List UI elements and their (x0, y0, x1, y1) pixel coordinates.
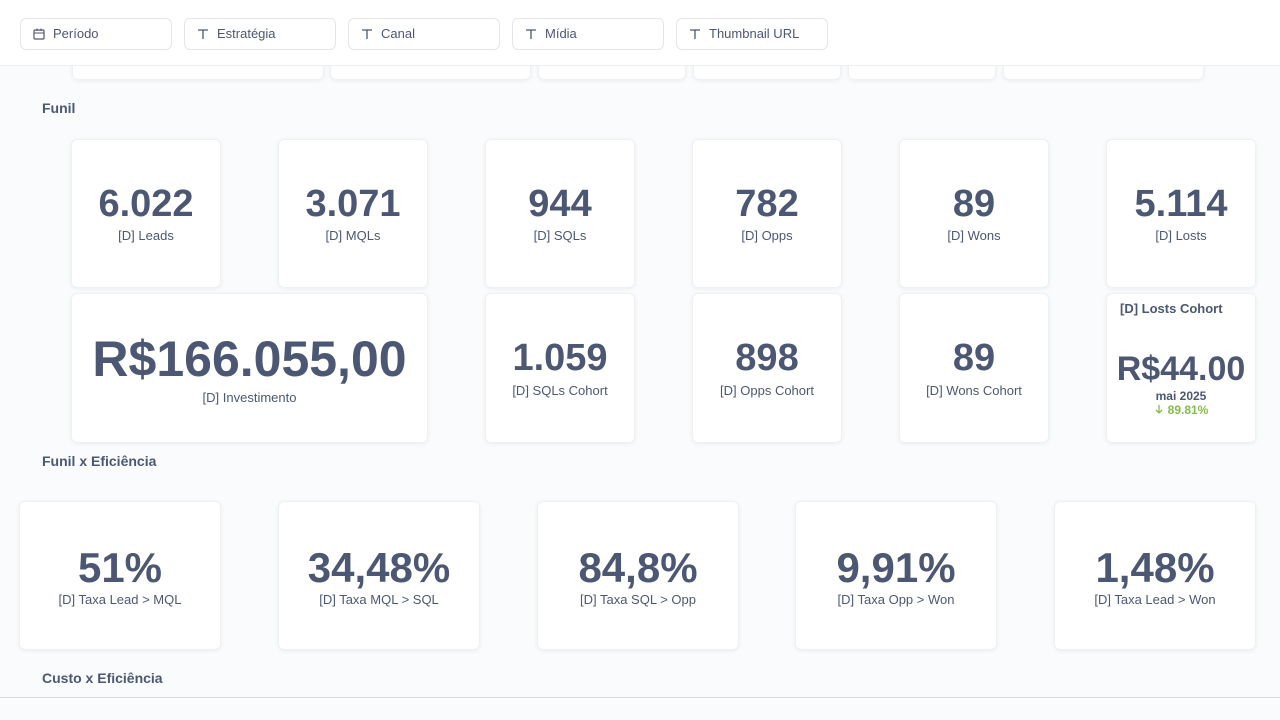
trend-title: [D] Losts Cohort (1120, 301, 1223, 316)
trend-period: mai 2025 (1155, 389, 1207, 403)
filter[interactable]: Canal (348, 18, 500, 50)
scalar-card: 898 [D] Opps Cohort (692, 293, 842, 443)
calendar-icon (33, 28, 45, 40)
filter[interactable]: Estratégia (184, 18, 336, 50)
card-label: [D] SQLs (533, 228, 587, 243)
card-label: [D] Wons (947, 228, 1001, 243)
section-title: Custo x Eficiência (42, 670, 163, 686)
card-label: [D] Investimento (202, 390, 297, 405)
card-value: 6.022 (98, 183, 194, 226)
trend-value: R$44.00 (1116, 350, 1246, 388)
card-value: 944 (528, 183, 592, 226)
filter-label: Período (53, 26, 99, 41)
card-value: R$166.055,00 (92, 331, 407, 387)
trend-change-value: 89.81% (1167, 403, 1209, 417)
card-value: 782 (735, 183, 799, 226)
section-title: Funil (42, 100, 76, 116)
text-icon (198, 29, 208, 39)
scalar-card: 89 [D] Wons (899, 139, 1049, 288)
card-label: [D] Taxa SQL > Opp (580, 592, 696, 607)
section-title: Funil x Eficiência (42, 453, 157, 469)
card-label: [D] SQLs Cohort (512, 383, 608, 398)
scalar-card: 51% [D] Taxa Lead > MQL (19, 501, 221, 650)
text-icon (362, 29, 372, 39)
card-label: [D] Opps Cohort (720, 383, 814, 398)
scalar-card: 944 [D] SQLs (485, 139, 635, 288)
text-icon (526, 29, 536, 39)
card-value: 5.114 (1134, 183, 1228, 226)
bottom-border (0, 697, 1280, 698)
card-label: [D] Taxa Lead > Won (1094, 592, 1216, 607)
scalar-card: 84,8% [D] Taxa SQL > Opp (537, 501, 739, 650)
scalar-card: 89 [D] Wons Cohort (899, 293, 1049, 443)
filter[interactable]: Período (20, 18, 172, 50)
card-label: [D] Taxa Opp > Won (837, 592, 955, 607)
trend-change: 89.81% (1107, 402, 1255, 418)
filter[interactable]: Mídia (512, 18, 664, 50)
text-icon (690, 29, 700, 39)
card-value: 1,48% (1095, 543, 1215, 591)
card-value: 34,48% (307, 543, 451, 591)
card-label: [D] Taxa MQL > SQL (319, 592, 439, 607)
card-label: [D] Wons Cohort (926, 383, 1022, 398)
card-value: 1.059 (512, 337, 608, 380)
scalar-card: 6.022 [D] Leads (71, 139, 221, 288)
card-value: 3.071 (305, 183, 401, 226)
trend-card: [D] Losts Cohort R$44.00 mai 2025 89.81% (1106, 293, 1256, 443)
scalar-card: 34,48% [D] Taxa MQL > SQL (278, 501, 480, 650)
filter-label: Canal (381, 26, 415, 41)
card-value: 898 (735, 337, 799, 380)
card-value: 51% (77, 543, 163, 591)
filter[interactable]: Thumbnail URL (676, 18, 828, 50)
scalar-card: 9,91% [D] Taxa Opp > Won (795, 501, 997, 650)
filter-label: Estratégia (217, 26, 276, 41)
card-value: 84,8% (578, 543, 698, 591)
down-arrow (1155, 405, 1163, 414)
scalar-card: 1,48% [D] Taxa Lead > Won (1054, 501, 1256, 650)
card-label: [D] Losts (1155, 228, 1207, 243)
card-value: 89 (952, 183, 996, 226)
scalar-card: 1.059 [D] SQLs Cohort (485, 293, 635, 443)
scalar-card: 5.114 [D] Losts (1106, 139, 1256, 288)
card-label: [D] MQLs (325, 228, 381, 243)
card-label: [D] Taxa Lead > MQL (58, 592, 182, 607)
scalar-card: R$166.055,00 [D] Investimento (71, 293, 428, 443)
filter-label: Mídia (545, 26, 577, 41)
card-label: [D] Opps (741, 228, 793, 243)
card-value: 89 (952, 337, 996, 380)
card-value: 9,91% (836, 543, 956, 591)
filter-label: Thumbnail URL (709, 26, 800, 41)
scalar-card: 782 [D] Opps (692, 139, 842, 288)
scalar-card: 3.071 [D] MQLs (278, 139, 428, 288)
card-label: [D] Leads (118, 228, 174, 243)
